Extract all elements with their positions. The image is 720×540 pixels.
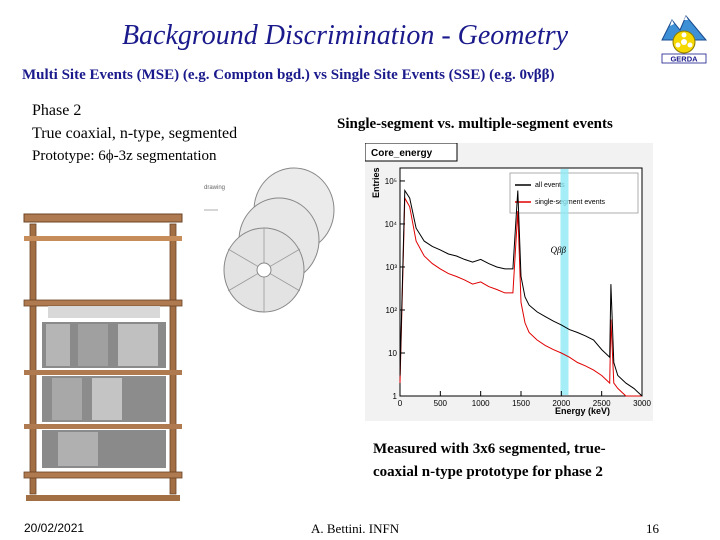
segmented-crystal-drawing: drawing — [204, 167, 335, 313]
phase-line-1: Phase 2 — [32, 102, 82, 119]
legend-single: single-segment events — [535, 199, 606, 206]
x-tick-label: 2500 — [593, 399, 611, 408]
y-tick-label: 1 — [393, 392, 398, 401]
page-number: 16 — [646, 521, 659, 536]
phase-line-3: Prototype: 6ϕ-3z segmentation — [32, 148, 217, 164]
phase-line-2: True coaxial, n-type, segmented — [32, 125, 238, 142]
qbb-annotation: Qββ — [550, 245, 566, 255]
x-tick-label: 2000 — [552, 399, 570, 408]
x-tick-label: 3000 — [633, 399, 651, 408]
figure-caption: Measured with 3x6 segmented, true- coaxi… — [373, 438, 606, 484]
footer-author: A. Bettini. INFN — [311, 521, 400, 536]
series-line-0 — [399, 188, 643, 397]
chart-title-box — [365, 143, 458, 162]
logo-text: GERDA — [670, 55, 698, 64]
y-tick-label: 10 — [388, 349, 397, 358]
y-tick-label: 10² — [385, 306, 397, 315]
chart-title: Core_energy — [371, 148, 433, 159]
legend-box — [509, 172, 639, 214]
x-tick-label: 1000 — [472, 399, 490, 408]
y-axis-label: Entries — [371, 167, 381, 198]
y-tick-label: 10⁵ — [385, 177, 397, 186]
slide-subtitle: Multi Site Events (MSE) (e.g. Compton bg… — [22, 67, 555, 83]
y-tick-label: 10³ — [385, 263, 397, 272]
caption-line-1: Measured with 3x6 segmented, true- — [373, 441, 606, 457]
core-energy-spectrum: Core_energy all events single-segment ev… — [365, 143, 653, 421]
series-line-1 — [399, 196, 642, 397]
detector-string-photo — [18, 210, 188, 508]
x-tick-label: 1500 — [512, 399, 530, 408]
footer-date: 20/02/2021 — [24, 521, 85, 535]
phase-description: Phase 2 True coaxial, n-type, segmented … — [32, 99, 237, 168]
y-tick-label: 10⁴ — [385, 220, 398, 229]
legend-all: all events — [535, 182, 565, 189]
gerda-logo: GERDA — [661, 15, 708, 64]
caption-line-2: coaxial n-type prototype for phase 2 — [373, 464, 603, 480]
figure-title: Single-segment vs. multiple-segment even… — [337, 116, 613, 132]
x-axis-label: Energy (keV) — [555, 406, 610, 416]
drawing-label: drawing — [204, 185, 225, 191]
slide-title: Background Discrimination - Geometry — [121, 20, 569, 51]
x-tick-label: 0 — [398, 399, 403, 408]
qbb-band — [560, 169, 569, 395]
x-tick-label: 500 — [434, 399, 448, 408]
